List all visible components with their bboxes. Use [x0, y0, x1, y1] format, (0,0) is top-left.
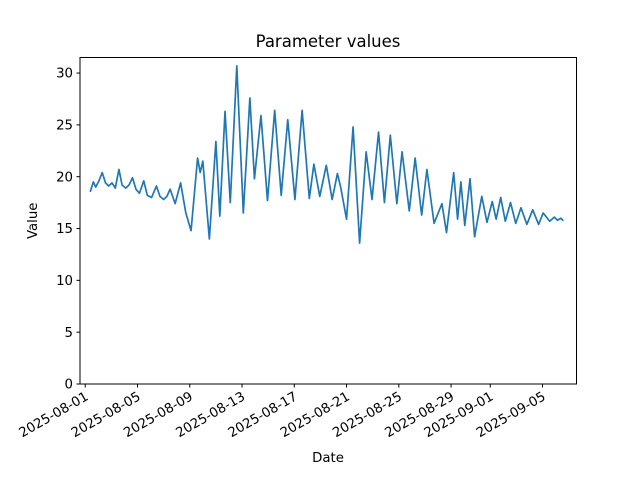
chart-title: Parameter values	[256, 32, 401, 51]
y-axis-ticks: 0 5 10 15 20 25 30	[56, 67, 80, 393]
y-tick-label: 30	[56, 67, 73, 82]
x-axis-ticks: 2025-08-012025-08-052025-08-092025-08-13…	[17, 384, 549, 441]
y-tick-label: 20	[56, 170, 73, 185]
y-tick-label: 25	[56, 118, 73, 133]
plot-area	[79, 57, 577, 385]
data-series-line	[89, 64, 564, 244]
y-tick-label: 0	[65, 378, 73, 393]
y-tick-label: 15	[56, 222, 73, 237]
x-axis-label: Date	[312, 451, 344, 466]
y-tick-label: 10	[56, 274, 73, 289]
y-tick-label: 5	[65, 326, 73, 341]
y-axis-label: Value	[26, 203, 41, 240]
